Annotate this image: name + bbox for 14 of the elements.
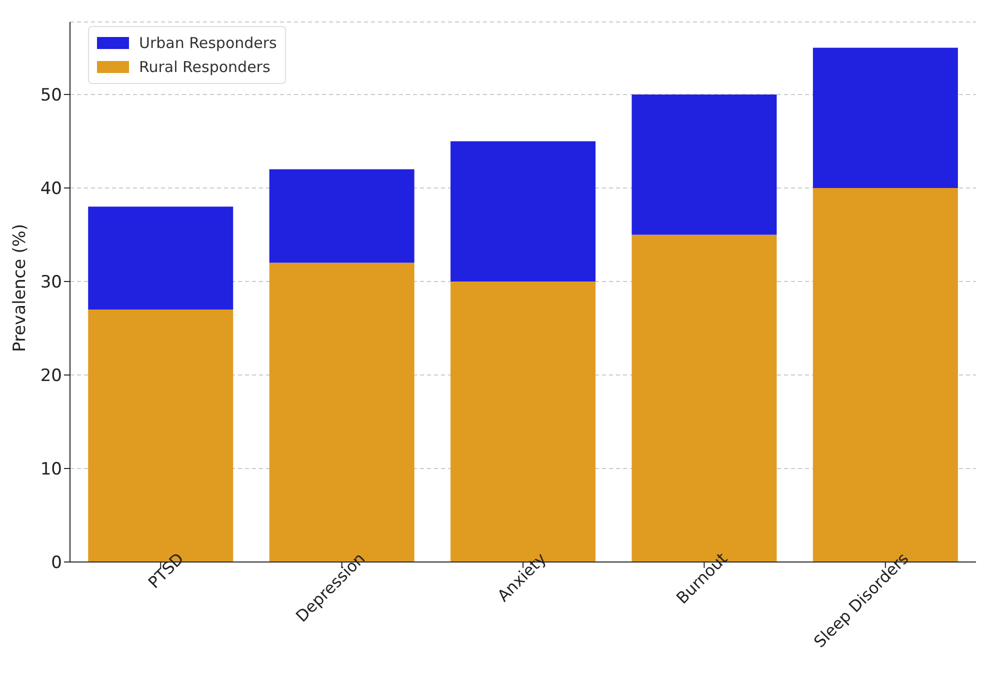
bar <box>88 206 234 310</box>
y-tick-label: 40 <box>40 179 62 200</box>
y-tick-label: 20 <box>40 366 62 386</box>
y-tick-label: 50 <box>40 86 62 106</box>
bar <box>269 169 414 263</box>
y-tick-label: 10 <box>40 460 62 480</box>
bar <box>632 94 777 235</box>
bar <box>812 48 958 188</box>
y-tick-label: 30 <box>40 272 62 293</box>
bar <box>450 141 596 282</box>
y-tick-label: 0 <box>51 553 62 574</box>
y-axis-title: Prevalence (%) <box>10 224 30 352</box>
legend-label: Rural Responders <box>139 58 270 76</box>
legend-label: Urban Responders <box>139 34 277 52</box>
